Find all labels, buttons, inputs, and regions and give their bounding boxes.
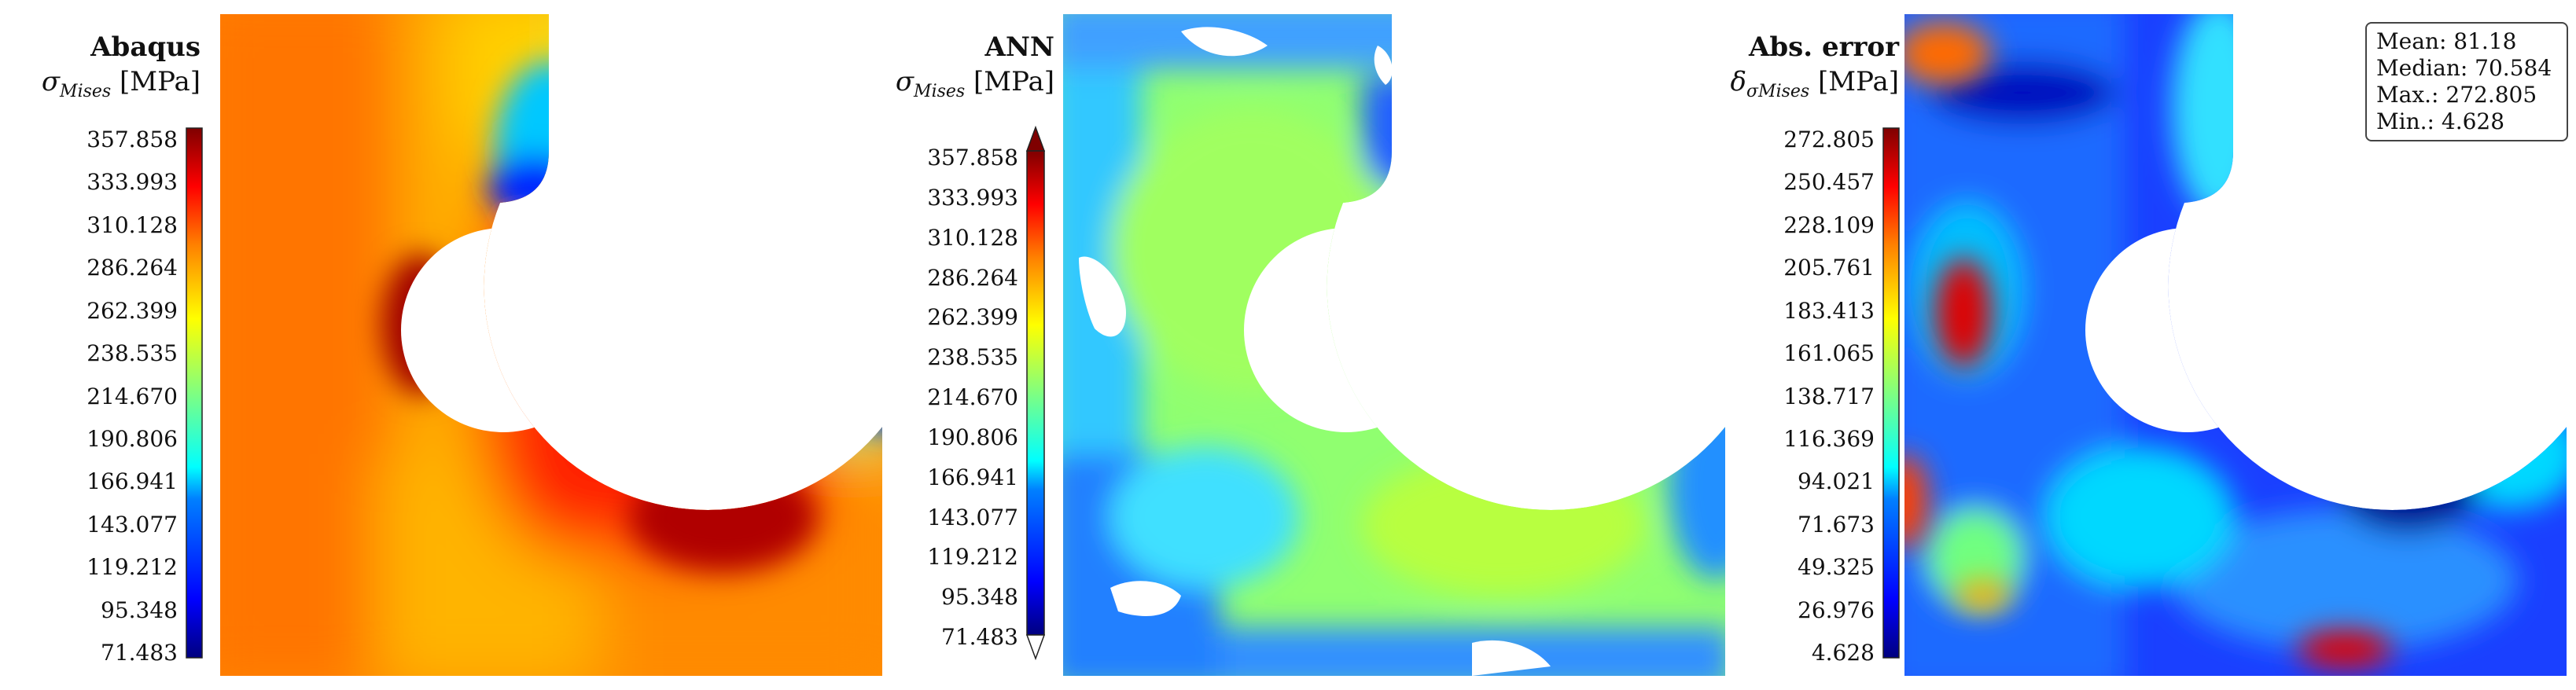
stat-median: Median: 70.584 [2376,55,2552,81]
colorbar-tick-label: 119.212 [927,544,1018,571]
panel-title: Abs. error [1748,31,1899,63]
stat-mean: Mean: 81.18 [2376,28,2517,54]
colorbar-quantity-label: δσMises [MPa] [1731,66,1899,101]
colorbar-tick-label: 71.483 [101,640,178,666]
quantity-unit: [MPa] [973,66,1054,97]
colorbar [1026,126,1045,660]
quantity-subscript: σMises [1746,81,1810,101]
colorbar-tick-label: 214.670 [927,384,1018,410]
colorbar-tick-label: 49.325 [1798,554,1875,581]
colorbar-tick-label: 357.858 [927,145,1018,171]
colorbar-tick-label: 26.976 [1798,596,1875,623]
quantity-unit: [MPa] [1818,66,1899,97]
error-stats-box: Mean: 81.18 Median: 70.584 Max.: 272.805… [2365,22,2568,141]
colorbar-tick-label: 272.805 [1783,127,1875,152]
colorbar-tick-label: 138.717 [1783,383,1875,409]
quantity-unit: [MPa] [120,66,201,97]
colorbar-tick-label: 183.413 [1783,297,1875,324]
colorbar-tick-label: 116.369 [1783,425,1875,452]
panel-error: Abs. error δσMises [MPa] [1683,0,2576,690]
colorbar-quantity-label: σMises [MPa] [42,66,201,101]
colorbar-tick-label: 310.128 [927,224,1018,251]
quantity-symbol: σ [895,66,914,97]
panel-ann: ANN σMises [MPa] [841,0,1738,690]
panel-title: ANN [984,31,1054,63]
colorbar-tick-label: 95.348 [101,596,178,623]
colorbar-tick-label: 4.628 [1811,640,1875,666]
quantity-subscript: Mises [60,81,112,101]
colorbar-tick-label: 166.941 [927,464,1018,490]
stress-field-abaqus [220,14,882,676]
colorbar-tick-label: 262.399 [86,297,178,324]
quantity-symbol: σ [41,66,61,97]
colorbar-tick-label: 286.264 [927,264,1018,291]
colorbar-tick-label: 214.670 [86,383,178,409]
colorbar-tick-label: 333.993 [86,169,178,196]
colorbar-quantity-label: σMises [MPa] [896,66,1054,101]
colorbar-tick-label: 262.399 [927,304,1018,331]
colorbar-tick-label: 190.806 [927,424,1018,450]
quantity-symbol: δ [1730,66,1747,97]
error-field [1904,14,2567,676]
colorbar-tick-label: 143.077 [86,511,178,538]
colorbar-tick-label: 190.806 [86,425,178,452]
colorbar-tick-label: 228.109 [1783,211,1875,238]
stat-min: Min.: 4.628 [2376,108,2505,134]
colorbar [1882,127,1900,659]
colorbar-tick-label: 161.065 [1783,340,1875,367]
panel-title: Abaqus [90,31,201,63]
colorbar-tick-label: 238.535 [927,344,1018,371]
colorbar-tick-label: 71.483 [941,624,1018,650]
colorbar-tick-label: 238.535 [86,340,178,367]
colorbar-tick-label: 205.761 [1783,255,1875,281]
colorbar-tick-label: 119.212 [86,554,178,581]
colorbar-tick-label: 143.077 [927,504,1018,530]
colorbar-tick-label: 333.993 [927,184,1018,211]
colorbar-tick-label: 286.264 [86,255,178,281]
colorbar [186,127,203,659]
colorbar-tick-label: 71.673 [1798,511,1875,538]
colorbar-tick-label: 166.941 [86,468,178,495]
colorbar-tick-label: 310.128 [86,211,178,238]
panel-abaqus: Abaqus σMises [MPa] [0,0,896,690]
colorbar-tick-label: 357.858 [86,127,178,152]
stat-max: Max.: 272.805 [2376,82,2537,108]
colorbar-tick-label: 250.457 [1783,169,1875,196]
quantity-subscript: Mises [914,81,966,101]
colorbar-tick-label: 95.348 [941,584,1018,611]
stress-field-ann [1063,14,1725,676]
colorbar-tick-label: 94.021 [1798,468,1875,495]
